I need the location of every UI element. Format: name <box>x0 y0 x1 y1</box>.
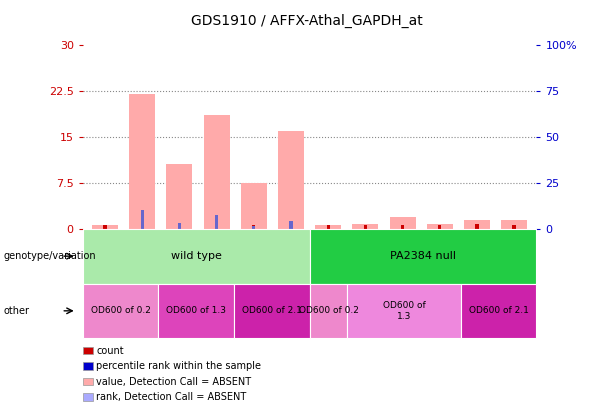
Bar <box>438 225 441 229</box>
Bar <box>204 115 230 229</box>
Bar <box>501 220 527 229</box>
Bar <box>364 225 367 229</box>
Text: count: count <box>96 346 124 356</box>
Text: percentile rank within the sample: percentile rank within the sample <box>96 361 261 371</box>
Bar <box>140 211 144 229</box>
Bar <box>92 224 118 229</box>
Bar <box>289 222 292 229</box>
Bar <box>512 224 516 229</box>
Text: genotype/variation: genotype/variation <box>3 251 96 261</box>
Bar <box>427 224 453 229</box>
Text: other: other <box>3 306 29 316</box>
Bar <box>166 164 192 229</box>
Text: rank, Detection Call = ABSENT: rank, Detection Call = ABSENT <box>96 392 246 402</box>
Text: OD600 of
1.3: OD600 of 1.3 <box>383 301 425 320</box>
Bar <box>252 224 256 229</box>
Bar <box>389 217 416 229</box>
Text: PA2384 null: PA2384 null <box>390 251 456 261</box>
Bar <box>464 220 490 229</box>
Text: OD600 of 2.1: OD600 of 2.1 <box>242 306 302 315</box>
Bar <box>104 224 107 229</box>
Text: value, Detection Call = ABSENT: value, Detection Call = ABSENT <box>96 377 251 386</box>
Text: wild type: wild type <box>171 251 221 261</box>
Text: OD600 of 0.2: OD600 of 0.2 <box>91 306 151 315</box>
Text: OD600 of 2.1: OD600 of 2.1 <box>468 306 528 315</box>
Bar <box>241 183 267 229</box>
Text: GDS1910 / AFFX-Athal_GAPDH_at: GDS1910 / AFFX-Athal_GAPDH_at <box>191 14 422 28</box>
Bar <box>178 223 181 229</box>
Bar <box>315 225 341 229</box>
Bar <box>352 224 378 229</box>
Bar <box>252 226 256 229</box>
Bar <box>215 224 218 229</box>
Bar <box>178 224 181 229</box>
Text: OD600 of 0.2: OD600 of 0.2 <box>299 306 359 315</box>
Bar <box>140 224 144 229</box>
Bar <box>129 94 155 229</box>
Bar <box>289 224 292 229</box>
Bar <box>475 224 479 229</box>
Bar <box>278 130 304 229</box>
Text: OD600 of 1.3: OD600 of 1.3 <box>166 306 226 315</box>
Bar <box>401 224 404 229</box>
Bar <box>215 215 218 229</box>
Bar <box>327 225 330 229</box>
